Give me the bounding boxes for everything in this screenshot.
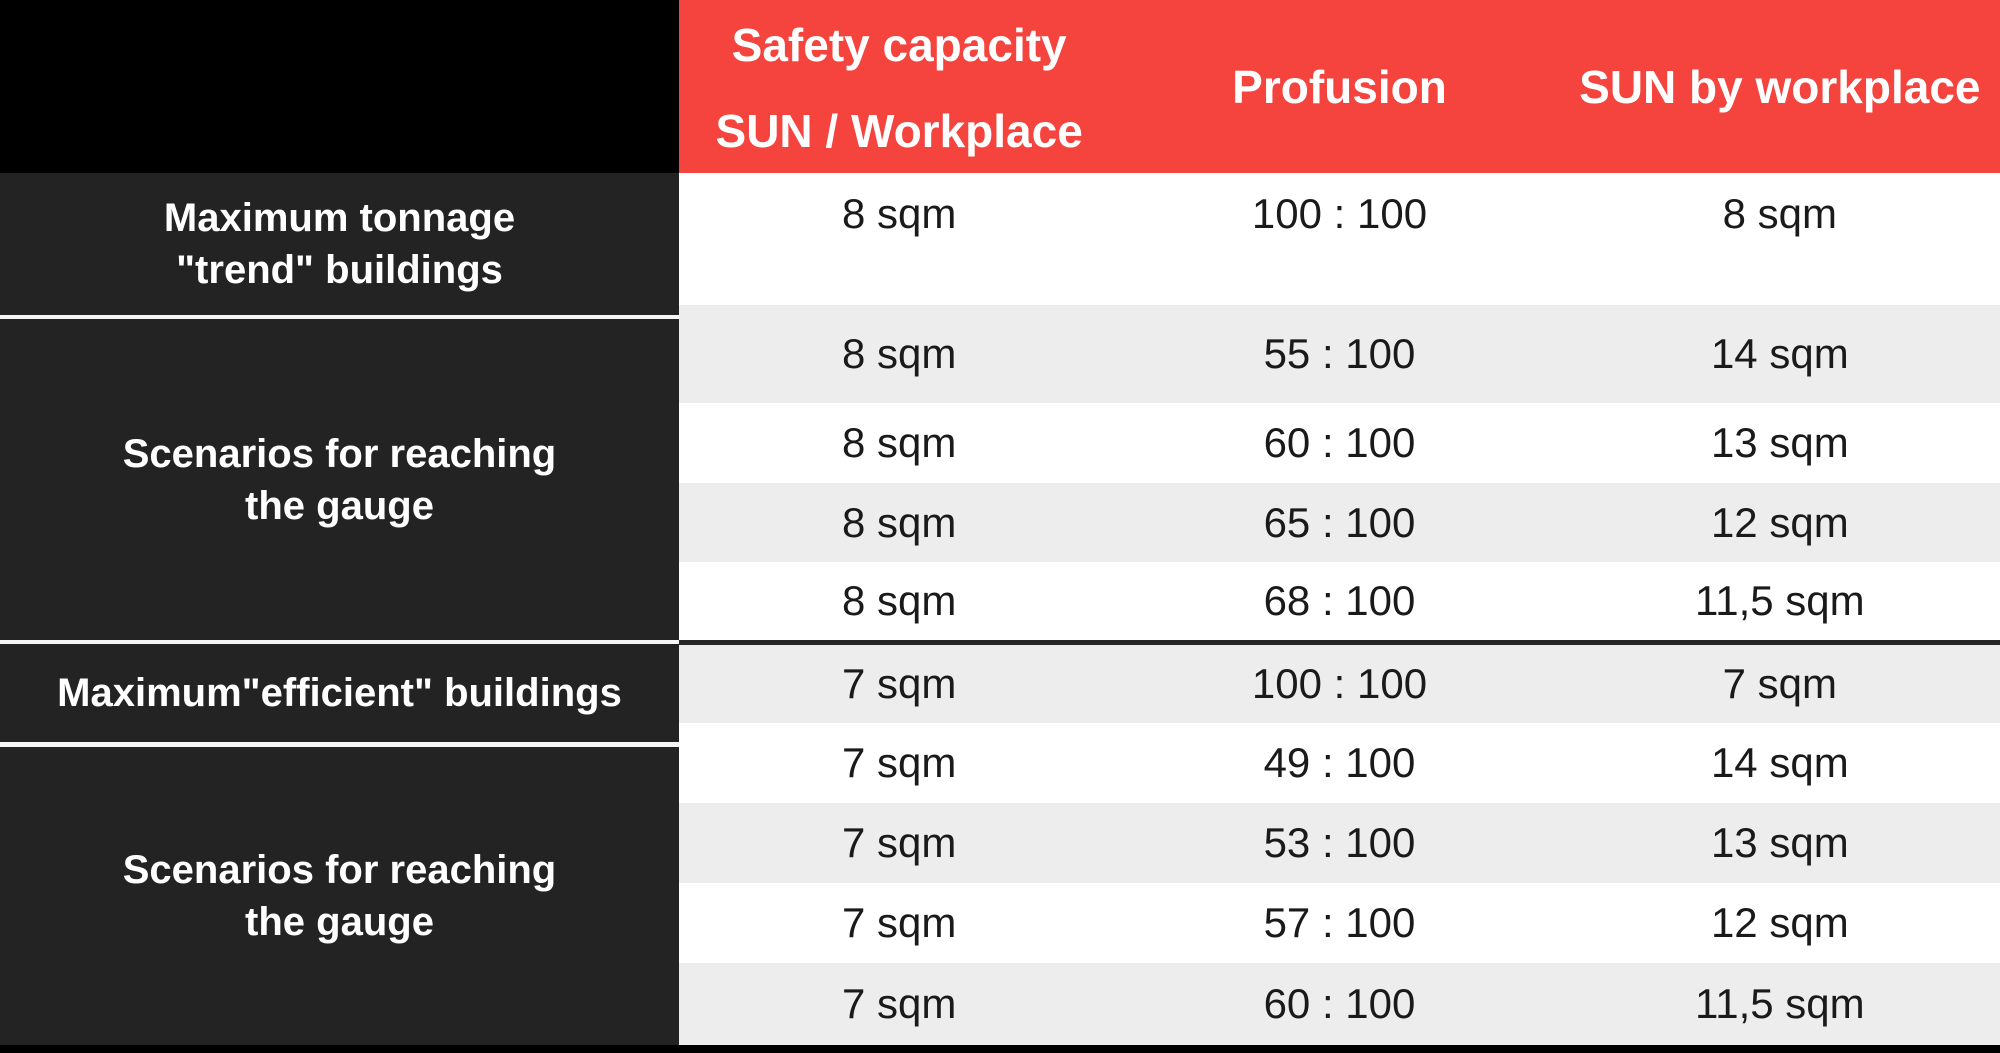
row-group-label-max-efficient: Maximum"efficient" buildings (0, 644, 679, 742)
cell-capacity: 7 sqm (841, 980, 957, 1027)
cell-capacity: 8 sqm (841, 190, 957, 237)
cell-profusion: 68 : 100 (1263, 577, 1416, 624)
label-separator (0, 640, 679, 644)
table-row: 8 sqm 100 : 100 8 sqm (679, 173, 2000, 305)
cell-sun-by-workplace: 13 sqm (1710, 419, 1849, 466)
cell-sun-by-workplace: 11,5 sqm (1695, 980, 1865, 1027)
label-separator (0, 315, 679, 319)
cell-profusion: 57 : 100 (1263, 899, 1416, 946)
table-row: 8 sqm 55 : 100 14 sqm (679, 305, 2000, 403)
header-safety-capacity-line2: SUN / Workplace (715, 105, 1083, 157)
cell-capacity: 7 sqm (841, 739, 957, 786)
cell-capacity: 8 sqm (841, 498, 957, 546)
row-group-label-scenarios-trend: Scenarios for reaching the gauge (0, 319, 679, 640)
cell-profusion: 65 : 100 (1263, 498, 1416, 546)
table-row: 8 sqm 68 : 100 11,5 sqm (679, 562, 2000, 640)
table-row: 7 sqm 53 : 100 13 sqm (679, 803, 2000, 883)
table-row: 7 sqm 100 : 100 7 sqm (679, 645, 2000, 723)
header-cell-safety-capacity: Safety capacity SUN / Workplace (679, 0, 1119, 173)
cell-sun-by-workplace: 11,5 sqm (1695, 577, 1865, 624)
cell-profusion: 60 : 100 (1263, 419, 1416, 466)
table-header-row: Safety capacity SUN / Workplace Profusio… (679, 0, 2000, 173)
data-area: Safety capacity SUN / Workplace Profusio… (679, 0, 2000, 1053)
cell-sun-by-workplace: 8 sqm (1722, 190, 1837, 237)
cell-profusion: 60 : 100 (1263, 980, 1416, 1027)
cell-profusion: 53 : 100 (1263, 819, 1416, 866)
table-row: 7 sqm 49 : 100 14 sqm (679, 723, 2000, 803)
cell-capacity: 7 sqm (841, 660, 957, 707)
row-group-label-scenarios-efficient: Scenarios for reaching the gauge (0, 747, 679, 1045)
header-cell-profusion: Profusion (1232, 60, 1447, 113)
row-label-column: Maximum tonnage "trend" buildings Scenar… (0, 0, 679, 1053)
section-divider (679, 640, 2000, 645)
cell-capacity: 8 sqm (841, 419, 957, 466)
cell-profusion: 49 : 100 (1263, 739, 1416, 786)
cell-capacity: 7 sqm (841, 819, 957, 866)
table-row: 8 sqm 60 : 100 13 sqm (679, 403, 2000, 483)
header-cell-sun-by-workplace: SUN by workplace (1579, 60, 1981, 113)
cell-sun-by-workplace: 14 sqm (1710, 330, 1849, 377)
cell-capacity: 8 sqm (841, 577, 957, 624)
cell-sun-by-workplace: 7 sqm (1722, 660, 1837, 707)
cell-sun-by-workplace: 12 sqm (1710, 899, 1849, 946)
table-row: 7 sqm 57 : 100 12 sqm (679, 883, 2000, 963)
cell-profusion: 100 : 100 (1251, 190, 1428, 237)
cell-profusion: 55 : 100 (1263, 330, 1416, 377)
cell-capacity: 8 sqm (841, 330, 957, 377)
cell-sun-by-workplace: 13 sqm (1710, 819, 1849, 866)
cell-capacity: 7 sqm (841, 899, 957, 946)
table-row: 8 sqm 65 : 100 12 sqm (679, 483, 2000, 562)
cell-sun-by-workplace: 14 sqm (1710, 739, 1849, 786)
cell-profusion: 100 : 100 (1251, 660, 1428, 707)
table-row: 7 sqm 60 : 100 11,5 sqm (679, 963, 2000, 1045)
header-safety-capacity-line1: Safety capacity (731, 19, 1067, 71)
row-group-label-max-trend: Maximum tonnage "trend" buildings (0, 173, 679, 315)
label-separator (0, 742, 679, 747)
cell-sun-by-workplace: 12 sqm (1710, 498, 1849, 546)
